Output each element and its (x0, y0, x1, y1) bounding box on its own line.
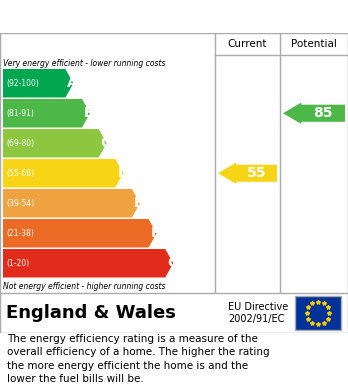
FancyBboxPatch shape (295, 296, 341, 330)
Text: 55: 55 (247, 166, 266, 180)
Text: G: G (167, 256, 179, 270)
Text: (55-68): (55-68) (6, 169, 34, 178)
Polygon shape (3, 249, 173, 278)
Polygon shape (3, 129, 107, 158)
Text: The energy efficiency rating is a measure of the
overall efficiency of a home. T: The energy efficiency rating is a measur… (7, 334, 270, 384)
Text: Not energy efficient - higher running costs: Not energy efficient - higher running co… (3, 282, 166, 291)
Text: EU Directive
2002/91/EC: EU Directive 2002/91/EC (228, 302, 288, 324)
Polygon shape (3, 189, 140, 217)
Text: Current: Current (228, 39, 267, 49)
Text: F: F (151, 226, 160, 240)
Text: (92-100): (92-100) (6, 79, 39, 88)
Text: A: A (68, 76, 78, 90)
Polygon shape (218, 163, 277, 184)
Text: (39-54): (39-54) (6, 199, 34, 208)
Polygon shape (3, 159, 123, 188)
Text: E: E (134, 196, 143, 210)
Text: C: C (101, 136, 111, 150)
Text: (1-20): (1-20) (6, 259, 29, 268)
Text: Very energy efficient - lower running costs: Very energy efficient - lower running co… (3, 59, 166, 68)
Polygon shape (3, 69, 73, 97)
Text: B: B (84, 106, 95, 120)
Polygon shape (283, 102, 345, 124)
Polygon shape (3, 99, 90, 127)
Text: England & Wales: England & Wales (6, 304, 176, 322)
Text: Energy Efficiency Rating: Energy Efficiency Rating (10, 9, 220, 24)
Text: 85: 85 (313, 106, 333, 120)
FancyBboxPatch shape (0, 33, 348, 293)
Text: D: D (117, 166, 129, 180)
Text: (21-38): (21-38) (6, 229, 34, 238)
Polygon shape (3, 219, 157, 248)
Text: (81-91): (81-91) (6, 109, 34, 118)
Text: (69-80): (69-80) (6, 139, 34, 148)
Text: Potential: Potential (291, 39, 337, 49)
FancyBboxPatch shape (0, 293, 348, 333)
